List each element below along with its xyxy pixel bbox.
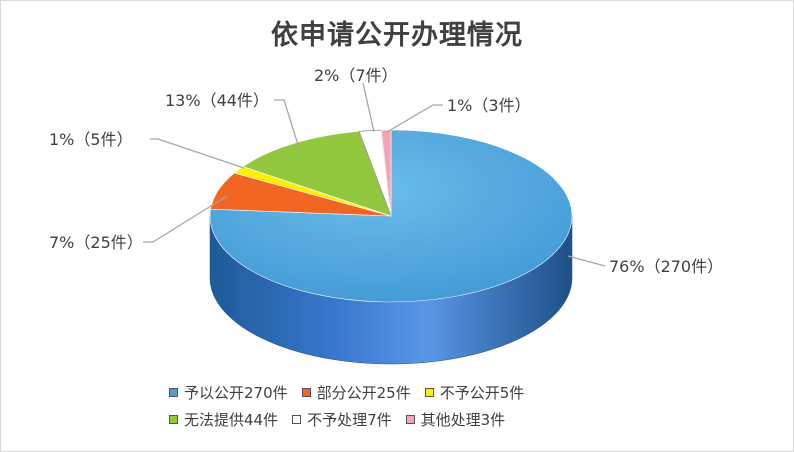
legend-label: 予以公开270件 <box>184 384 288 402</box>
pie-slice <box>242 131 392 217</box>
data-label: 1%（3件） <box>447 96 531 115</box>
data-label: 2%（7件） <box>314 66 398 85</box>
legend: 予以公开270件 部分公开25件 不予公开5件 无法提供44件 不予处理7件 其他处理3… <box>169 379 629 433</box>
legend-row: 予以公开270件 部分公开25件 不予公开5件 <box>169 379 629 406</box>
legend-label: 不予公开5件 <box>439 384 525 402</box>
data-label: 13%（44件） <box>165 91 269 110</box>
legend-swatch <box>169 388 178 397</box>
legend-label: 不予处理7件 <box>307 411 392 429</box>
data-label: 76%（270件） <box>609 257 723 276</box>
legend-item: 不予处理7件 <box>292 409 392 430</box>
data-label: 7%（25件） <box>49 233 143 252</box>
legend-item: 予以公开270件 <box>169 382 288 403</box>
legend-swatch <box>169 415 178 424</box>
legend-label: 其他处理3件 <box>420 411 506 429</box>
legend-item: 无法提供44件 <box>169 409 278 430</box>
legend-label: 部分公开25件 <box>316 384 411 402</box>
legend-swatch <box>405 415 415 424</box>
legend-row: 无法提供44件 不予处理7件 其他处理3件 <box>169 406 629 433</box>
leader-line <box>150 138 245 169</box>
legend-item: 其他处理3件 <box>405 409 506 430</box>
leader-line <box>386 104 443 133</box>
legend-item: 不予公开5件 <box>424 382 525 403</box>
legend-swatch <box>292 415 302 424</box>
legend-swatch <box>424 388 434 397</box>
pie-slice <box>209 129 573 303</box>
leader-line <box>274 99 300 149</box>
leader-line <box>567 255 606 267</box>
legend-label: 无法提供44件 <box>184 411 279 429</box>
legend-swatch <box>301 388 311 397</box>
leader-line <box>143 195 228 243</box>
leader-line <box>362 82 375 133</box>
legend-item: 部分公开25件 <box>301 382 411 403</box>
chart-title: 依申请公开办理情况 <box>271 20 523 51</box>
data-label: 1%（5件） <box>49 130 133 149</box>
